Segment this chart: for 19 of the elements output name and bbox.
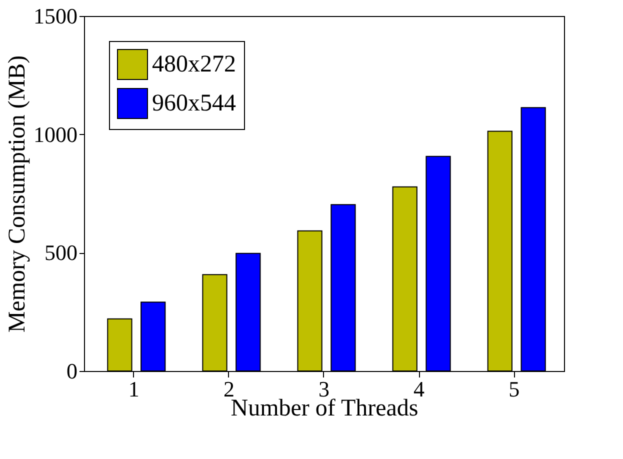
x-tick-label: 1 [128, 376, 140, 402]
y-tick-label: 0 [66, 358, 78, 384]
legend-label: 960x544 [152, 90, 236, 116]
bar [297, 230, 322, 372]
bar [330, 204, 356, 372]
bar [487, 130, 512, 372]
bar [392, 186, 418, 372]
bar [520, 107, 546, 372]
bar [426, 156, 451, 372]
y-tick-label: 1000 [34, 122, 78, 147]
bar [236, 252, 261, 372]
y-tick-label: 500 [44, 240, 78, 266]
y-tick-label: 1500 [34, 4, 78, 28]
bar [140, 302, 166, 372]
legend-label: 480x272 [152, 52, 236, 78]
bar [107, 318, 132, 372]
bar [202, 274, 228, 372]
x-tick-label: 5 [508, 376, 520, 402]
y-axis-title: Memory Consumption (MB) [4, 55, 30, 333]
